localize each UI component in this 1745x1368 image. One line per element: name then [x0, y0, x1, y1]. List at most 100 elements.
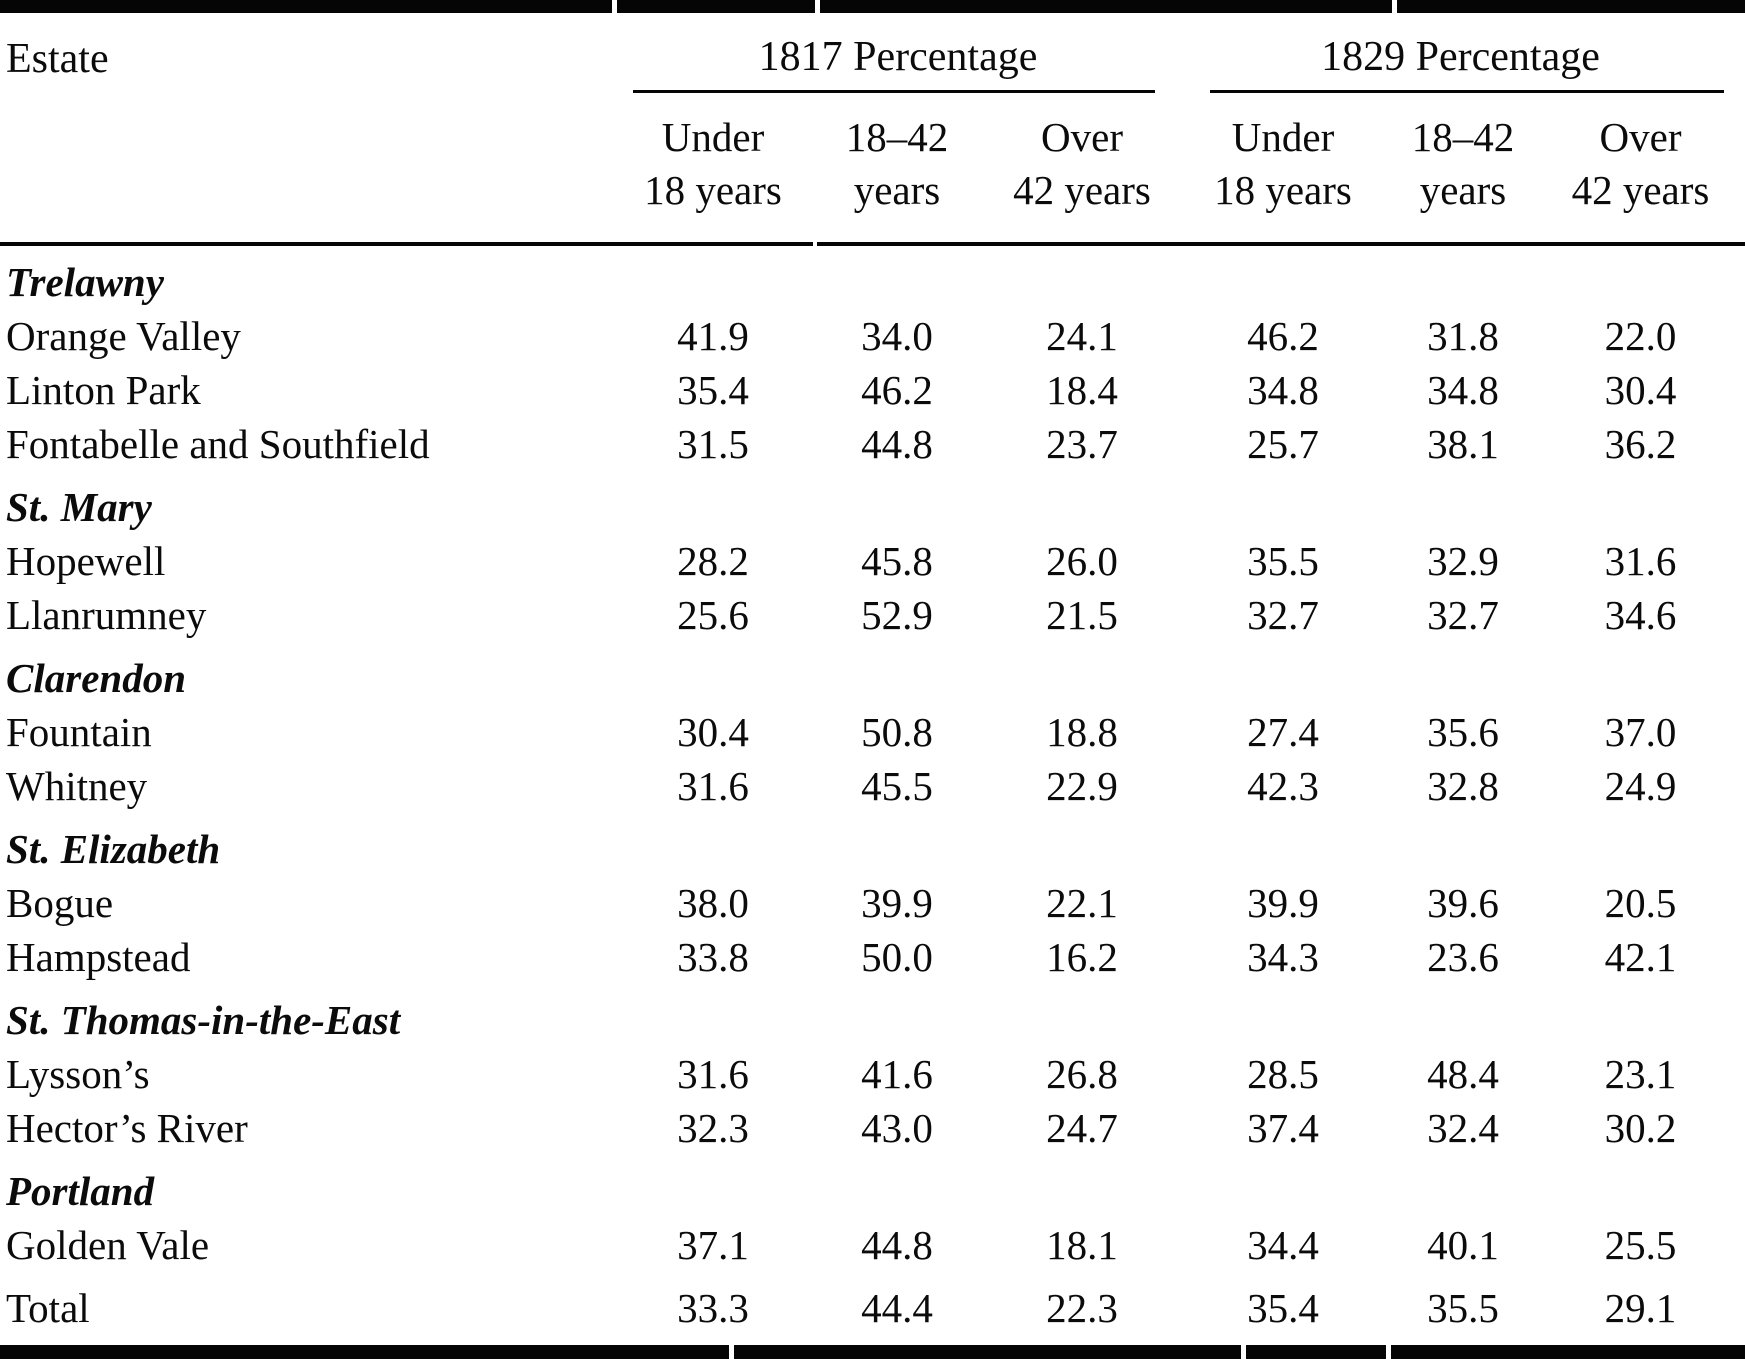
- estate-name: Orange Valley: [6, 313, 241, 359]
- estate-name: Linton Park: [6, 367, 201, 413]
- value-cell: 27.4: [1247, 709, 1319, 755]
- estate-name: Bogue: [6, 880, 114, 926]
- parish-row-trelawny: Trelawny: [0, 255, 1745, 309]
- value-cell: 52.9: [861, 592, 933, 638]
- parish-label: St. Thomas-in-the-East: [6, 997, 401, 1043]
- value-cell: 18.4: [1046, 367, 1118, 413]
- value-cell: 35.5: [1247, 538, 1319, 584]
- header-rule: [0, 242, 1745, 246]
- estate-name: Hector’s River: [6, 1105, 248, 1151]
- value-cell: 38.0: [677, 880, 749, 926]
- value-cell: 25.6: [677, 592, 749, 638]
- parish-row-st-thomas-in-the-east: St. Thomas-in-the-East: [0, 993, 1745, 1047]
- estate-row-fontabelle-and-southfield: Fontabelle and Southfield 31.5 44.8 23.7…: [0, 417, 1745, 471]
- parish-label: St. Mary: [6, 484, 152, 530]
- value-cell: 32.9: [1427, 538, 1499, 584]
- value-cell: 39.9: [1247, 880, 1319, 926]
- parish-label: Clarendon: [6, 655, 186, 701]
- bottom-rule-notch: [1386, 1345, 1391, 1359]
- top-rule-notch: [815, 0, 820, 13]
- estate-row-orange-valley: Orange Valley 41.9 34.0 24.1 46.2 31.8 2…: [0, 309, 1745, 363]
- table-subheader-row: Under 18 years 18–42 years Over 42 years…: [0, 93, 1745, 242]
- value-cell: 22.9: [1046, 763, 1118, 809]
- bottom-rule: [0, 1345, 1745, 1359]
- value-cell: 37.4: [1247, 1105, 1319, 1151]
- estate-name: Whitney: [6, 763, 148, 809]
- value-cell: 39.9: [861, 880, 933, 926]
- value-cell: 30.2: [1604, 1105, 1677, 1151]
- value-cell: 31.8: [1427, 313, 1499, 359]
- value-cell: 28.2: [677, 538, 749, 584]
- group-header-1829: 1829 Percentage: [1176, 13, 1745, 93]
- value-cell: 22.1: [1046, 880, 1118, 926]
- estate-row-fountain: Fountain 30.4 50.8 18.8 27.4 35.6 37.0: [0, 705, 1745, 759]
- value-cell: 36.2: [1604, 421, 1677, 467]
- estate-row-golden-vale: Golden Vale 37.1 44.8 18.1 34.4 40.1 25.…: [0, 1218, 1745, 1272]
- estate-column-header: Estate: [6, 36, 109, 82]
- estate-row-linton-park: Linton Park 35.4 46.2 18.4 34.8 34.8 30.…: [0, 363, 1745, 417]
- top-rule-notch: [612, 0, 617, 13]
- value-cell: 18.8: [1046, 709, 1118, 755]
- value-cell: 34.8: [1427, 367, 1499, 413]
- value-cell: 32.8: [1427, 763, 1499, 809]
- value-cell: 42.3: [1247, 763, 1319, 809]
- estate-row-llanrumney: Llanrumney 25.6 52.9 21.5 32.7 32.7 34.6: [0, 588, 1745, 642]
- value-cell: 28.5: [1247, 1051, 1319, 1097]
- value-cell: 31.6: [1604, 538, 1677, 584]
- estate-row-bogue: Bogue 38.0 39.9 22.1 39.9 39.6 20.5: [0, 876, 1745, 930]
- value-cell: 21.5: [1046, 592, 1118, 638]
- value-cell: 24.1: [1046, 313, 1118, 359]
- value-cell: 32.7: [1427, 592, 1499, 638]
- value-cell: 23.1: [1604, 1051, 1677, 1097]
- estate-name: Lysson’s: [6, 1051, 150, 1097]
- value-cell: 31.6: [677, 1051, 749, 1097]
- parish-label: St. Elizabeth: [6, 826, 221, 872]
- value-cell: 38.1: [1427, 421, 1499, 467]
- group-header-1817-label: 1817 Percentage: [758, 34, 1038, 80]
- value-cell: 41.9: [677, 313, 749, 359]
- value-cell: 40.1: [1427, 1222, 1499, 1268]
- value-cell: 46.2: [861, 367, 933, 413]
- estate-name: Golden Vale: [6, 1222, 210, 1268]
- value-cell: 32.3: [677, 1105, 749, 1151]
- total-label: Total: [6, 1285, 90, 1331]
- value-cell: 44.8: [861, 421, 933, 467]
- value-cell: 32.4: [1427, 1105, 1499, 1151]
- value-cell: 22.0: [1604, 313, 1677, 359]
- top-rule-notch: [1392, 0, 1397, 13]
- value-cell: 31.5: [677, 421, 749, 467]
- estate-name: Llanrumney: [6, 592, 207, 638]
- parish-row-portland: Portland: [0, 1164, 1745, 1218]
- value-cell: 33.8: [677, 934, 749, 980]
- value-cell: 48.4: [1427, 1051, 1499, 1097]
- bottom-rule-notch: [729, 1345, 734, 1359]
- value-cell: 42.1: [1604, 934, 1677, 980]
- value-cell: 46.2: [1247, 313, 1319, 359]
- value-cell: 44.4: [861, 1285, 933, 1331]
- value-cell: 44.8: [861, 1222, 933, 1268]
- bottom-rule-notch: [1241, 1345, 1246, 1359]
- value-cell: 30.4: [677, 709, 749, 755]
- value-cell: 18.1: [1046, 1222, 1118, 1268]
- value-cell: 32.7: [1247, 592, 1319, 638]
- value-cell: 34.3: [1247, 934, 1319, 980]
- value-cell: 22.3: [1046, 1285, 1118, 1331]
- header-rule-notch: [813, 242, 817, 246]
- estate-name: Fountain: [6, 709, 152, 755]
- value-cell: 20.5: [1604, 880, 1677, 926]
- estate-row-hectors-river: Hector’s River 32.3 43.0 24.7 37.4 32.4 …: [0, 1101, 1745, 1155]
- parish-row-st-elizabeth: St. Elizabeth: [0, 822, 1745, 876]
- estate-row-whitney: Whitney 31.6 45.5 22.9 42.3 32.8 24.9: [0, 759, 1745, 813]
- parish-label: Portland: [6, 1168, 155, 1214]
- value-cell: 35.6: [1427, 709, 1499, 755]
- value-cell: 29.1: [1604, 1285, 1677, 1331]
- value-cell: 34.8: [1247, 367, 1319, 413]
- estate-row-hampstead: Hampstead 33.8 50.0 16.2 34.3 23.6 42.1: [0, 930, 1745, 984]
- value-cell: 25.7: [1247, 421, 1319, 467]
- parish-row-clarendon: Clarendon: [0, 651, 1745, 705]
- value-cell: 45.5: [861, 763, 933, 809]
- subheader-1817-under-18: Under 18 years: [644, 114, 782, 213]
- value-cell: 24.9: [1604, 763, 1677, 809]
- value-cell: 35.4: [1247, 1285, 1319, 1331]
